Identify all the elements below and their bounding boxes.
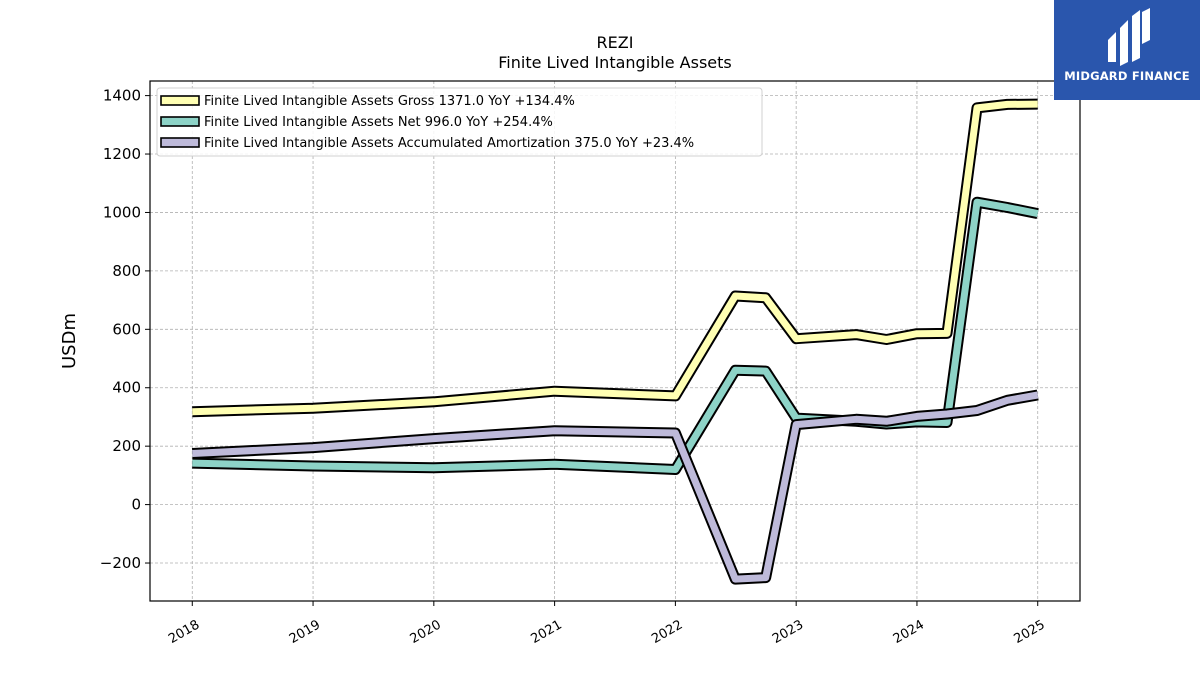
series-line xyxy=(192,391,1039,583)
legend-label: Finite Lived Intangible Assets Net 996.0… xyxy=(204,115,553,130)
series-line xyxy=(192,198,1039,473)
legend-box xyxy=(156,87,763,157)
legend-label: Finite Lived Intangible Assets Gross 137… xyxy=(204,94,575,109)
legend: Finite Lived Intangible Assets Gross 137… xyxy=(156,87,763,157)
y-tick-label: 1200 xyxy=(103,145,141,163)
y-tick-label: 1000 xyxy=(103,203,141,221)
y-tick-label: 200 xyxy=(112,437,141,455)
brand-name: MIDGARD FINANCE xyxy=(1064,69,1190,83)
midgard-logo-icon xyxy=(1108,8,1150,66)
y-axis-label: USDm xyxy=(59,313,80,369)
legend-swatch xyxy=(160,116,200,127)
legend-swatch xyxy=(160,137,200,148)
y-tick-label: 800 xyxy=(112,262,141,280)
legend-swatch xyxy=(160,95,200,106)
y-tick-label: −200 xyxy=(100,554,141,572)
series-line xyxy=(192,100,1038,416)
y-tick-label: 400 xyxy=(112,379,141,397)
chart-title: REZI xyxy=(597,33,634,52)
series-layer xyxy=(192,98,1039,585)
y-tick-label: 0 xyxy=(131,496,141,514)
chart-subtitle: Finite Lived Intangible Assets xyxy=(498,53,731,72)
plot-frame xyxy=(149,80,1081,602)
brand-logo: MIDGARD FINANCE xyxy=(1054,0,1200,100)
y-tick-label: 600 xyxy=(112,320,141,338)
legend-label: Finite Lived Intangible Assets Accumulat… xyxy=(204,136,694,151)
y-tick-label: 1400 xyxy=(103,87,141,105)
